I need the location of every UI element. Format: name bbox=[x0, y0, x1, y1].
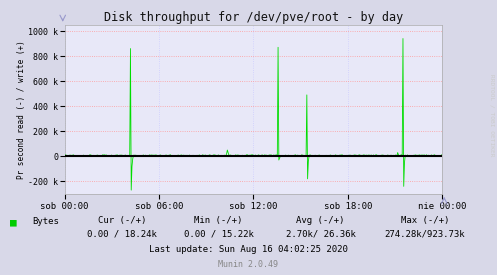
Text: Last update: Sun Aug 16 04:02:25 2020: Last update: Sun Aug 16 04:02:25 2020 bbox=[149, 245, 348, 254]
Text: Bytes: Bytes bbox=[32, 217, 59, 226]
Y-axis label: Pr second read (-) / write (+): Pr second read (-) / write (+) bbox=[16, 40, 25, 179]
Text: Cur (-/+): Cur (-/+) bbox=[97, 216, 146, 225]
Text: Max (-/+): Max (-/+) bbox=[401, 216, 449, 225]
Text: Munin 2.0.49: Munin 2.0.49 bbox=[219, 260, 278, 269]
Text: 0.00 / 15.22k: 0.00 / 15.22k bbox=[184, 230, 253, 239]
Text: RRDTOOL / TOBI OETIKER: RRDTOOL / TOBI OETIKER bbox=[490, 74, 495, 157]
Text: 2.70k/ 26.36k: 2.70k/ 26.36k bbox=[286, 230, 355, 239]
Title: Disk throughput for /dev/pve/root - by day: Disk throughput for /dev/pve/root - by d… bbox=[104, 10, 403, 24]
Text: Min (-/+): Min (-/+) bbox=[194, 216, 243, 225]
Text: 0.00 / 18.24k: 0.00 / 18.24k bbox=[87, 230, 157, 239]
Text: 274.28k/923.73k: 274.28k/923.73k bbox=[385, 230, 465, 239]
Text: Avg (-/+): Avg (-/+) bbox=[296, 216, 345, 225]
Text: ■: ■ bbox=[10, 217, 17, 227]
